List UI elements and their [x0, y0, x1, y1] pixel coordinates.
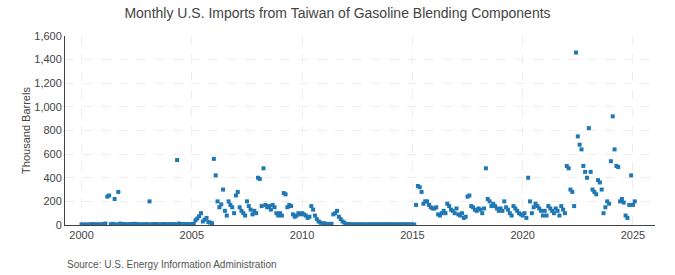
svg-text:1,400: 1,400	[34, 53, 62, 65]
svg-text:1,200: 1,200	[34, 77, 62, 89]
svg-text:2005: 2005	[180, 229, 204, 241]
svg-text:1,000: 1,000	[34, 101, 62, 113]
svg-text:0: 0	[56, 219, 62, 231]
svg-text:2010: 2010	[290, 229, 314, 241]
svg-text:Monthly U.S. Imports from Taiw: Monthly U.S. Imports from Taiwan of Gaso…	[124, 5, 550, 21]
svg-text:2000: 2000	[69, 229, 93, 241]
svg-text:Source: U.S. Energy Informatio: Source: U.S. Energy Information Administ…	[67, 259, 277, 270]
svg-text:800: 800	[43, 124, 61, 136]
svg-text:200: 200	[43, 195, 61, 207]
svg-text:1,600: 1,600	[34, 30, 62, 42]
svg-text:2025: 2025	[621, 229, 645, 241]
svg-text:600: 600	[43, 148, 61, 160]
svg-text:2020: 2020	[510, 229, 534, 241]
svg-text:400: 400	[43, 172, 61, 184]
svg-text:2015: 2015	[400, 229, 424, 241]
svg-text:Thousand Barrels: Thousand Barrels	[20, 87, 32, 174]
